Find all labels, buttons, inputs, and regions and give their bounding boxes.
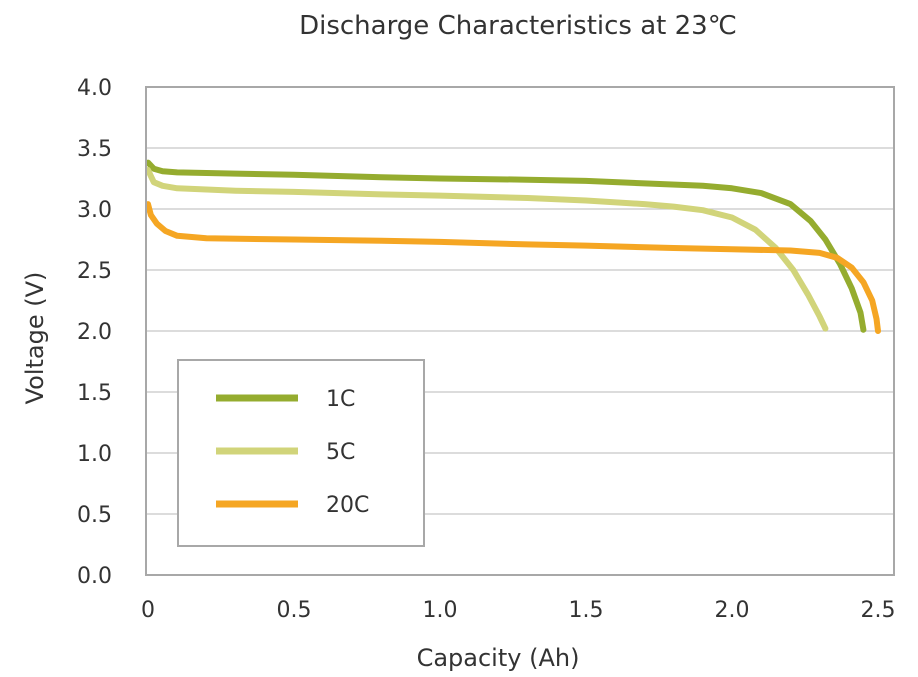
legend-label-20c: 20C	[326, 493, 369, 518]
x-tick-label: 1.5	[569, 598, 604, 623]
x-tick-label: 2.5	[861, 598, 896, 623]
chart-title: Discharge Characteristics at 23℃	[299, 11, 737, 41]
y-tick-label: 4.0	[77, 76, 112, 101]
y-tick-label: 3.0	[77, 198, 112, 223]
x-tick-label: 1.0	[423, 598, 458, 623]
y-tick-label: 2.5	[77, 259, 112, 284]
series-lines	[145, 159, 881, 334]
x-axis-ticks: 0 0.5 1.0 1.5 2.0 2.5	[141, 598, 896, 623]
x-tick-label: 0	[141, 598, 155, 623]
y-tick-label: 2.0	[77, 320, 112, 345]
legend-label-5c: 5C	[326, 440, 355, 465]
x-axis-label: Capacity (Ah)	[417, 644, 580, 672]
y-tick-label: 1.0	[77, 442, 112, 467]
plot-frame	[145, 86, 895, 576]
legend: 1C 5C 20C	[177, 359, 425, 547]
y-tick-label: 0.0	[77, 564, 112, 589]
x-tick-label: 0.5	[277, 598, 312, 623]
legend-label-1c: 1C	[326, 387, 355, 412]
y-tick-label: 0.5	[77, 503, 112, 528]
y-axis-label: Voltage (V)	[21, 272, 49, 405]
legend-box	[177, 359, 425, 547]
y-axis-ticks: 0.0 0.5 1.0 1.5 2.0 2.5 3.0 3.5 4.0	[77, 76, 112, 589]
series-line-5c	[145, 167, 829, 332]
y-tick-label: 3.5	[77, 137, 112, 162]
x-tick-label: 2.0	[715, 598, 750, 623]
series-line-20c	[145, 201, 881, 334]
y-tick-label: 1.5	[77, 381, 112, 406]
